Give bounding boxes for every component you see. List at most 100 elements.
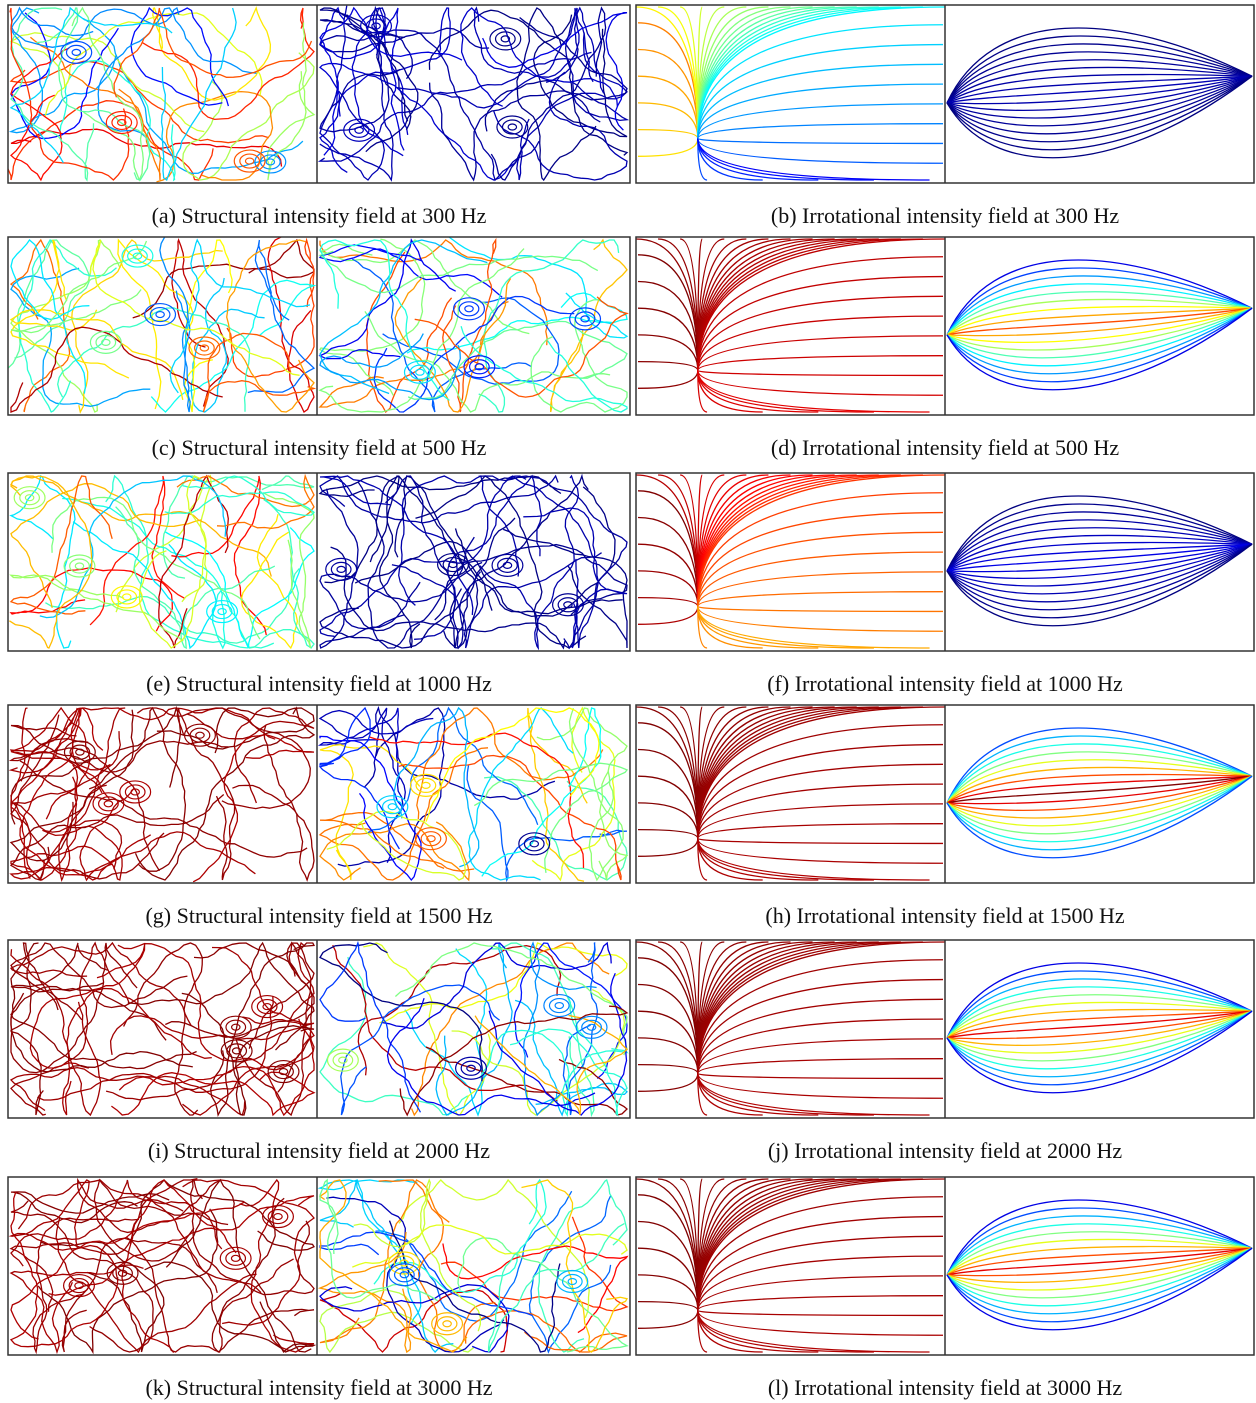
streamline <box>697 24 944 139</box>
streamline <box>55 1216 257 1354</box>
streamline <box>226 239 315 413</box>
streamline <box>697 1309 944 1317</box>
streamline <box>10 942 193 1073</box>
streamline <box>165 1178 312 1353</box>
streamline <box>10 7 95 182</box>
streamline <box>176 473 315 530</box>
streamline <box>697 238 857 371</box>
streamline <box>697 295 944 371</box>
streamline <box>9 567 173 632</box>
streamline <box>697 998 944 1074</box>
streamline <box>697 492 944 607</box>
streamline <box>637 1194 699 1311</box>
streamline <box>697 1196 944 1311</box>
vortex <box>239 153 261 169</box>
streamline <box>946 27 1253 104</box>
vortex <box>502 561 513 569</box>
vortex <box>267 1208 289 1225</box>
streamline <box>697 803 944 839</box>
vortex <box>230 1023 241 1031</box>
streamline <box>550 238 628 413</box>
vortex <box>414 827 447 851</box>
streamline <box>346 14 540 182</box>
streamline <box>697 6 857 139</box>
vortex <box>371 22 381 30</box>
streamline <box>482 12 628 131</box>
vortex <box>244 157 255 165</box>
streamline <box>530 298 628 413</box>
vortex <box>409 364 431 380</box>
streamline <box>637 138 699 157</box>
streamline <box>9 1264 144 1355</box>
streamline <box>89 239 300 376</box>
streamline <box>946 1223 1253 1276</box>
streamline <box>115 506 276 650</box>
vortex <box>206 599 239 624</box>
vortex <box>348 122 370 138</box>
streamline <box>697 1310 819 1353</box>
streamline <box>353 1178 482 1332</box>
streamline <box>697 138 930 181</box>
streamline <box>318 238 456 360</box>
streamline <box>697 606 819 649</box>
streamline <box>697 838 930 881</box>
streamline <box>946 1247 1253 1291</box>
streamline <box>946 775 1253 804</box>
streamline <box>946 1247 1253 1277</box>
streamline <box>697 838 944 864</box>
streamline <box>319 6 405 151</box>
streamline <box>637 360 699 371</box>
vortex <box>74 1281 84 1290</box>
streamline <box>946 1215 1253 1276</box>
streamline <box>319 6 463 156</box>
streamline <box>247 239 316 394</box>
streamline <box>484 16 628 132</box>
streamline <box>9 1066 246 1116</box>
panel <box>7 472 631 652</box>
streamline <box>946 305 1253 336</box>
vortex <box>458 301 480 317</box>
streamline <box>946 543 1253 611</box>
streamline <box>637 1300 699 1311</box>
streamline <box>10 239 130 379</box>
streamline <box>697 335 944 371</box>
streamline <box>10 714 165 880</box>
vortex <box>254 150 287 174</box>
streamline <box>697 941 946 1074</box>
streamline <box>9 32 205 133</box>
caption: (l) Irrotational intensity field at 3000… <box>768 1375 1123 1400</box>
streamline <box>697 1018 944 1074</box>
streamline <box>946 307 1253 375</box>
streamline <box>946 775 1253 805</box>
streamline <box>697 838 819 881</box>
streamline <box>697 256 944 371</box>
streamline <box>697 606 944 632</box>
vortex <box>556 1269 589 1294</box>
vortex <box>71 48 82 56</box>
streamline <box>697 1235 944 1311</box>
vortex <box>463 355 496 379</box>
streamline <box>946 543 1253 627</box>
streamline <box>319 940 422 1113</box>
streamline <box>141 7 315 121</box>
streamline <box>340 984 501 1116</box>
streamline <box>9 475 113 615</box>
streamline <box>9 764 152 881</box>
streamline <box>165 527 315 649</box>
streamline <box>88 706 187 872</box>
streamline <box>354 540 623 615</box>
streamline <box>946 775 1253 835</box>
streamline <box>946 66 1253 104</box>
streamline <box>10 475 272 577</box>
streamline <box>156 90 274 183</box>
streamline <box>946 1207 1253 1276</box>
streamline <box>396 7 594 109</box>
streamline <box>71 239 223 414</box>
streamline <box>398 475 520 606</box>
streamline <box>637 596 699 607</box>
streamline <box>697 606 930 649</box>
streamline <box>9 309 184 401</box>
streamline <box>946 727 1253 804</box>
vortex <box>132 252 143 260</box>
